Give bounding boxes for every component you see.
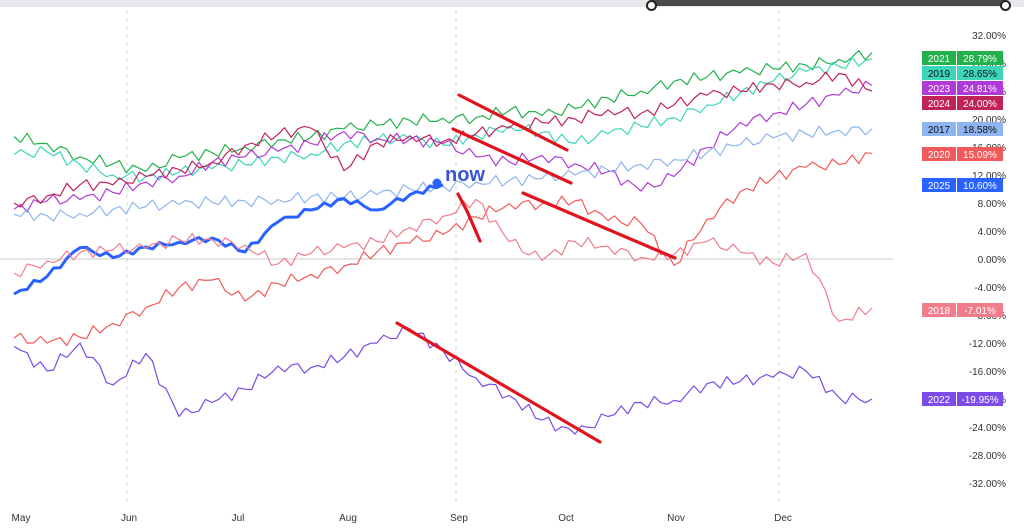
legend-value-label: 24.81% [963,84,997,95]
x-tick-label: Jul [232,513,245,524]
legend-year-box [922,303,956,317]
y-tick-label: 0.00% [978,255,1006,266]
legend-value-box [957,392,1003,406]
x-tick-label: May [12,513,31,524]
y-tick-label: -32.00% [969,479,1006,490]
legend-badge-2022: 2022 -19.95% [922,392,1003,406]
legend-year-box [922,96,956,110]
legend: 2021 28.79% 2019 28.65% 2023 24.81% 2024 24.00%… [922,51,1003,406]
time-scrollbar[interactable] [0,0,1024,7]
scrollbar-range-handle[interactable] [652,0,1006,6]
legend-badge-2018: 2018 -7.01% [922,303,1003,317]
scrollbar-left-grip[interactable] [646,0,657,11]
current-point-marker [432,178,442,188]
legend-year-box [922,81,956,95]
legend-year-box [922,51,956,65]
annotation-stroke [395,321,602,444]
legend-value-box [957,66,1003,80]
x-axis: May Jun Jul Aug Sep Oct Nov Dec [12,513,792,524]
legend-year-box [922,392,956,406]
legend-value-label: 28.65% [963,69,997,80]
legend-value-label: -7.01% [964,306,996,317]
legend-badge-2023: 2023 24.81% [922,81,1003,95]
series-layer [13,49,873,435]
y-tick-label: -28.00% [969,451,1006,462]
legend-value-box [957,96,1003,110]
y-tick-label: -12.00% [969,339,1006,350]
x-tick-label: Jun [121,513,137,524]
legend-year-label: 2020 [928,150,951,161]
x-tick-label: Sep [450,513,468,524]
annotation-stroke [521,191,677,260]
legend-badge-2019: 2019 28.65% [922,66,1003,80]
series-line-2018 [13,198,873,322]
y-tick-label: -16.00% [969,367,1006,378]
legend-value-label: -19.95% [961,395,998,406]
annotation-stroke [451,127,573,185]
legend-year-box [922,147,956,161]
legend-value-label: 10.60% [963,181,997,192]
chart-grid [126,10,780,505]
annotation-stroke [457,93,569,152]
legend-value-box [957,81,1003,95]
legend-badge-2017: 2017 18.58% [922,122,1003,136]
legend-value-box [957,51,1003,65]
legend-value-box [957,147,1003,161]
y-tick-label: 20.00% [972,115,1006,126]
series-line-2025 [13,183,444,296]
series-line-2019 [13,56,873,183]
legend-value-label: 24.00% [963,99,997,110]
legend-year-label: 2018 [928,306,951,317]
y-tick-label: -4.00% [974,283,1006,294]
legend-value-box [957,303,1003,317]
legend-year-box [922,122,956,136]
legend-value-box [957,122,1003,136]
legend-value-box [957,178,1003,192]
x-tick-label: Nov [667,513,685,524]
x-tick-label: Dec [774,513,792,524]
series-line-2022 [13,325,873,435]
y-tick-label: 8.00% [978,199,1006,210]
y-tick-label: 32.00% [972,31,1006,42]
legend-badge-2021: 2021 28.79% [922,51,1003,65]
legend-year-label: 2019 [928,69,951,80]
annotation-stroke [456,192,482,243]
now-annotation: now [445,164,485,186]
legend-year-label: 2022 [928,395,951,406]
legend-badge-2024: 2024 24.00% [922,96,1003,110]
x-tick-label: Aug [339,513,357,524]
y-tick-label: 4.00% [978,227,1006,238]
series-line-2020 [13,152,873,347]
scrollbar-right-grip[interactable] [1000,0,1011,11]
legend-value-label: 28.79% [963,54,997,65]
y-tick-label: 12.00% [972,171,1006,182]
legend-year-label: 2023 [928,84,951,95]
series-line-2024 [13,71,873,208]
legend-badge-2020: 2020 15.09% [922,147,1003,161]
legend-year-label: 2021 [928,54,951,65]
x-tick-label: Oct [558,513,574,524]
legend-year-label: 2024 [928,99,951,110]
legend-year-label: 2025 [928,181,951,192]
legend-year-box [922,178,956,192]
legend-year-box [922,66,956,80]
series-line-2023 [13,80,873,213]
trend-annotations [395,93,677,444]
y-tick-label: -24.00% [969,423,1006,434]
legend-year-label: 2017 [928,125,951,136]
series-line-2021 [13,49,873,174]
legend-badge-2025: 2025 10.60% [922,178,1003,192]
legend-value-label: 15.09% [963,150,997,161]
legend-value-label: 18.58% [963,125,997,136]
